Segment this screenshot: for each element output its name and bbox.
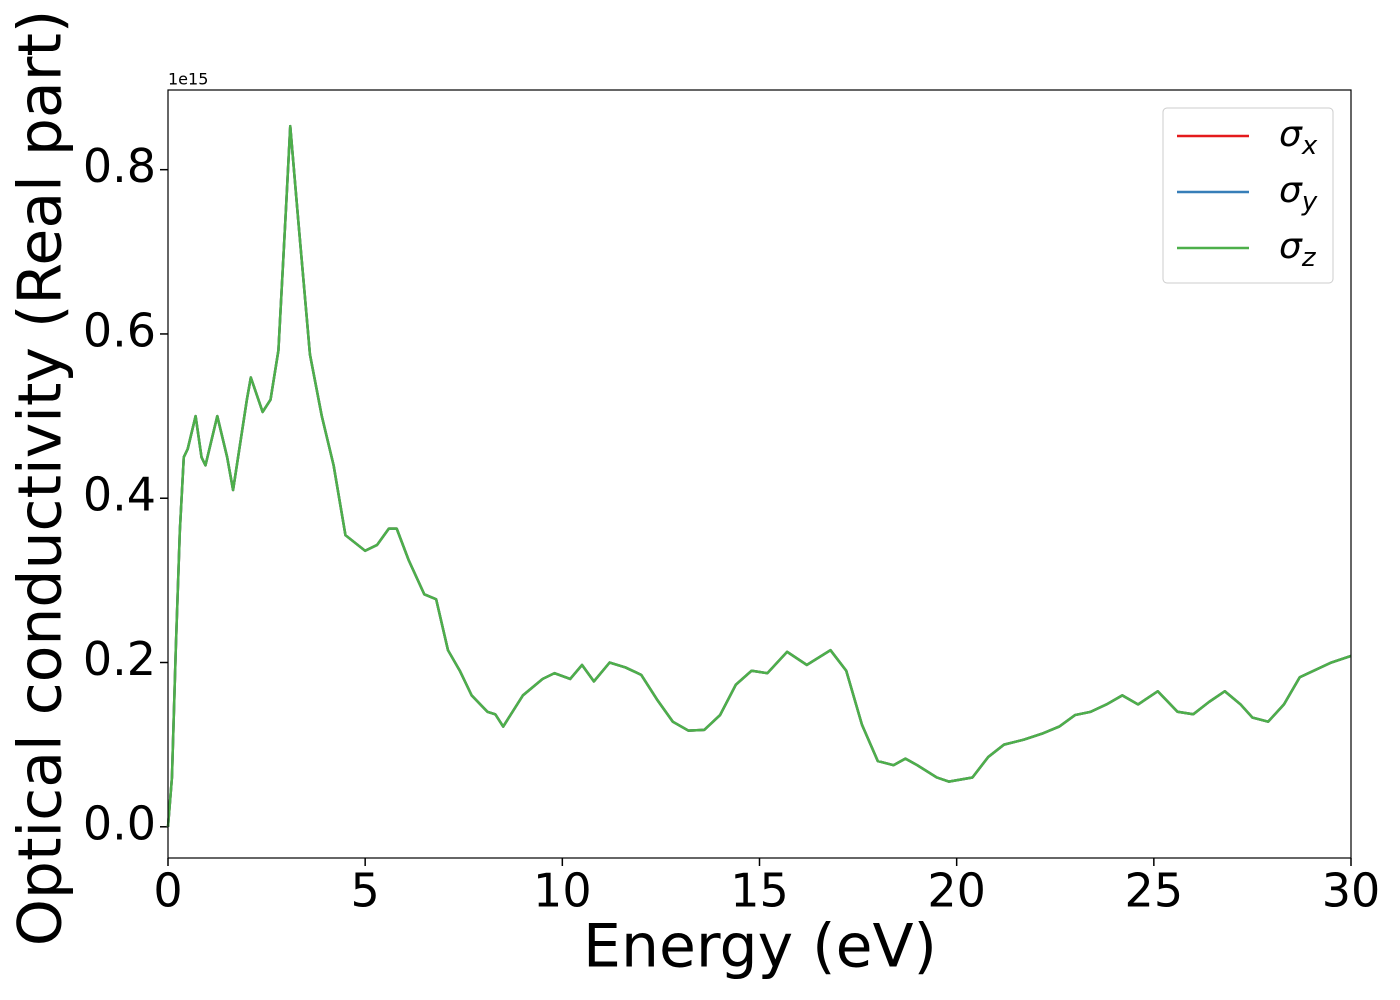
y-axis-label: Optical conductivity (Real part) bbox=[6, 10, 76, 947]
x-tick-label: 10 bbox=[533, 864, 592, 918]
legend-label: σz bbox=[1279, 226, 1317, 273]
x-tick-label: 15 bbox=[730, 864, 789, 918]
x-tick-label: 30 bbox=[1322, 864, 1381, 918]
legend-label: σx bbox=[1279, 114, 1318, 161]
y-tick-label: 0.4 bbox=[83, 468, 156, 522]
x-tick-label: 5 bbox=[351, 864, 380, 918]
plot-frame bbox=[167, 89, 1352, 859]
x-tick-label: 25 bbox=[1125, 864, 1184, 918]
series-line bbox=[166, 124, 1352, 827]
y-tick-label: 0.8 bbox=[83, 139, 156, 193]
x-tick-label: 20 bbox=[927, 864, 986, 918]
legend-box bbox=[1162, 107, 1334, 284]
legend-label: σy bbox=[1279, 170, 1318, 217]
x-tick-label: 0 bbox=[153, 864, 182, 918]
y-tick-label: 0.6 bbox=[83, 303, 156, 357]
x-axis-label: Energy (eV) bbox=[583, 912, 937, 982]
y-tick-label: 0.2 bbox=[83, 632, 156, 686]
y-offset-label: 1e15 bbox=[168, 70, 208, 89]
y-tick-label: 0.0 bbox=[83, 796, 156, 850]
